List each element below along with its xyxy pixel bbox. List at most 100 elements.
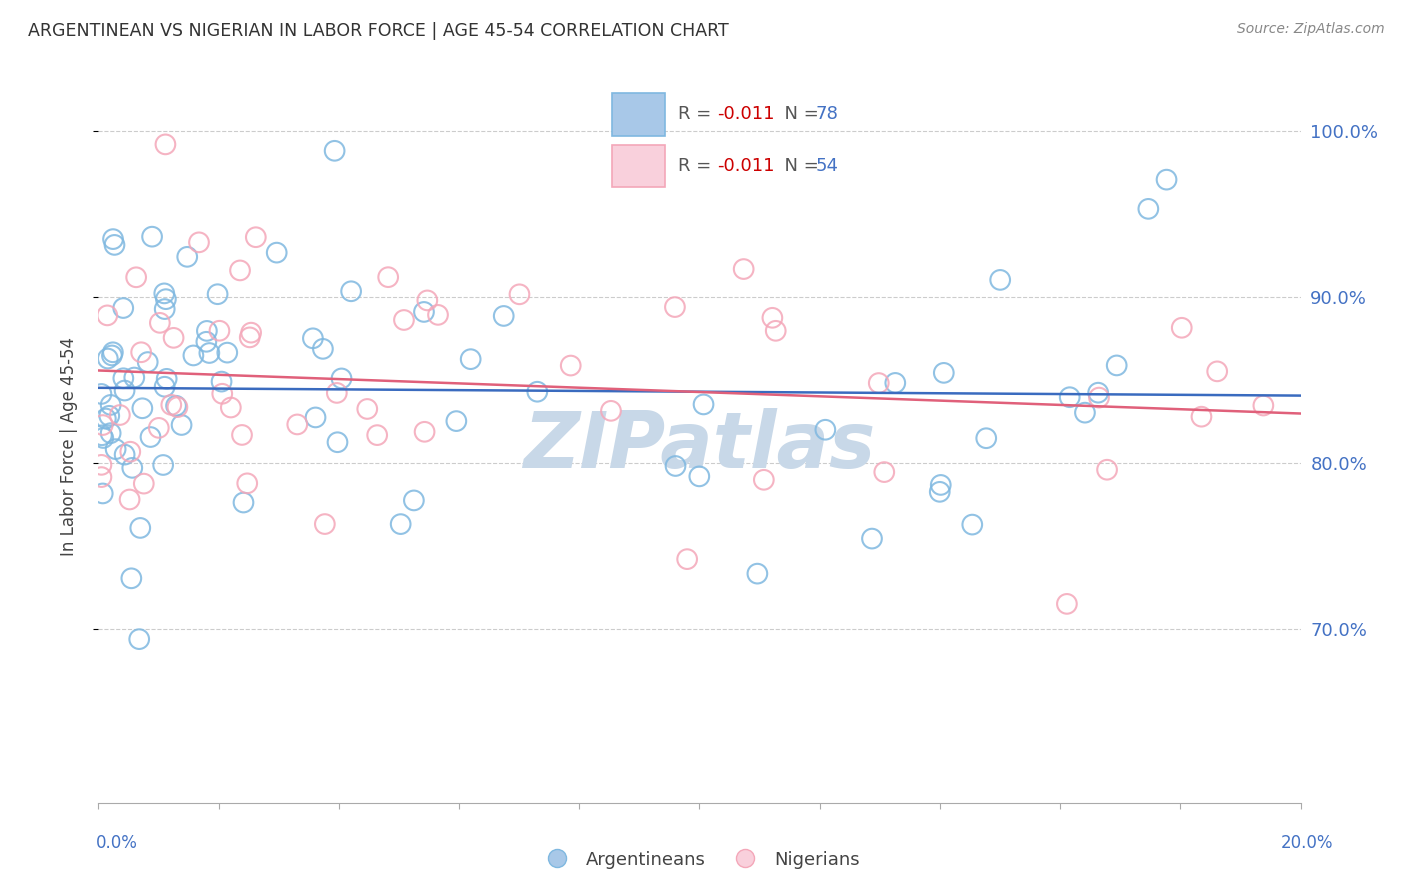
Point: [153, 286, 176, 301]
Point: [664, 458, 686, 473]
Point: [389, 517, 412, 532]
Point: [183, 348, 205, 362]
Point: [149, 316, 172, 330]
Point: [427, 308, 450, 322]
Point: [219, 401, 242, 415]
Point: [1074, 406, 1097, 420]
Point: [91, 431, 114, 445]
Point: [266, 245, 288, 260]
Point: [114, 384, 136, 398]
Point: [101, 232, 124, 246]
Point: [366, 428, 388, 442]
Point: [1206, 364, 1229, 378]
Point: [560, 359, 582, 373]
Point: [165, 399, 187, 413]
Point: [156, 372, 179, 386]
Point: [112, 371, 135, 385]
Point: [129, 521, 152, 535]
Point: [236, 476, 259, 491]
Point: [1088, 391, 1111, 405]
Point: [868, 376, 890, 390]
Point: [752, 473, 775, 487]
Point: [152, 458, 174, 472]
Point: [600, 404, 623, 418]
Text: N =: N =: [773, 157, 825, 175]
Point: [1105, 359, 1128, 373]
Point: [132, 476, 155, 491]
Point: [304, 410, 326, 425]
Point: [101, 345, 124, 359]
Point: [446, 414, 468, 428]
Point: [974, 431, 997, 445]
Point: [96, 309, 118, 323]
Point: [413, 425, 436, 439]
Point: [1156, 172, 1178, 186]
Point: [245, 230, 267, 244]
Point: [312, 342, 335, 356]
Point: [508, 287, 530, 301]
Point: [928, 484, 950, 499]
Point: [1056, 597, 1078, 611]
Point: [692, 397, 714, 411]
Point: [120, 444, 142, 458]
Point: [90, 470, 112, 484]
Point: [208, 324, 231, 338]
Point: [229, 263, 252, 277]
Point: [377, 270, 399, 285]
Point: [176, 250, 198, 264]
Point: [211, 375, 233, 389]
Point: [884, 376, 907, 390]
Point: [402, 493, 425, 508]
Point: [162, 331, 184, 345]
Point: [929, 478, 952, 492]
Point: [1191, 409, 1213, 424]
Point: [188, 235, 211, 250]
Point: [94, 411, 117, 425]
Point: [873, 465, 896, 479]
Point: [1137, 202, 1160, 216]
Point: [492, 309, 515, 323]
Point: [330, 371, 353, 385]
Text: 78: 78: [815, 105, 838, 123]
Point: [1253, 399, 1275, 413]
Point: [91, 418, 114, 433]
Point: [240, 326, 263, 340]
Point: [114, 448, 136, 462]
Point: [932, 366, 955, 380]
Point: [765, 324, 787, 338]
Point: [285, 417, 308, 432]
Point: [326, 435, 349, 450]
Y-axis label: In Labor Force | Age 45-54: In Labor Force | Age 45-54: [59, 336, 77, 556]
Point: [814, 423, 837, 437]
Point: [340, 285, 363, 299]
Point: [90, 387, 112, 401]
Point: [121, 460, 143, 475]
Point: [211, 386, 233, 401]
Text: ARGENTINEAN VS NIGERIAN IN LABOR FORCE | AGE 45-54 CORRELATION CHART: ARGENTINEAN VS NIGERIAN IN LABOR FORCE |…: [28, 22, 728, 40]
Point: [323, 144, 346, 158]
Point: [326, 385, 349, 400]
Point: [125, 270, 148, 285]
Point: [160, 398, 183, 412]
Point: [676, 552, 699, 566]
Point: [120, 571, 142, 585]
Point: [104, 442, 127, 456]
Point: [153, 301, 176, 316]
Point: [1087, 385, 1109, 400]
Point: [761, 310, 783, 325]
Point: [688, 469, 710, 483]
Text: 54: 54: [815, 157, 838, 175]
Point: [90, 428, 112, 442]
Point: [170, 417, 193, 432]
Point: [129, 345, 152, 359]
Point: [112, 301, 135, 315]
Text: Source: ZipAtlas.com: Source: ZipAtlas.com: [1237, 22, 1385, 37]
Point: [962, 517, 984, 532]
Point: [416, 293, 439, 308]
Point: [988, 273, 1011, 287]
Point: [860, 532, 883, 546]
Point: [100, 426, 122, 441]
Point: [356, 401, 378, 416]
Point: [128, 632, 150, 647]
Point: [198, 346, 221, 360]
